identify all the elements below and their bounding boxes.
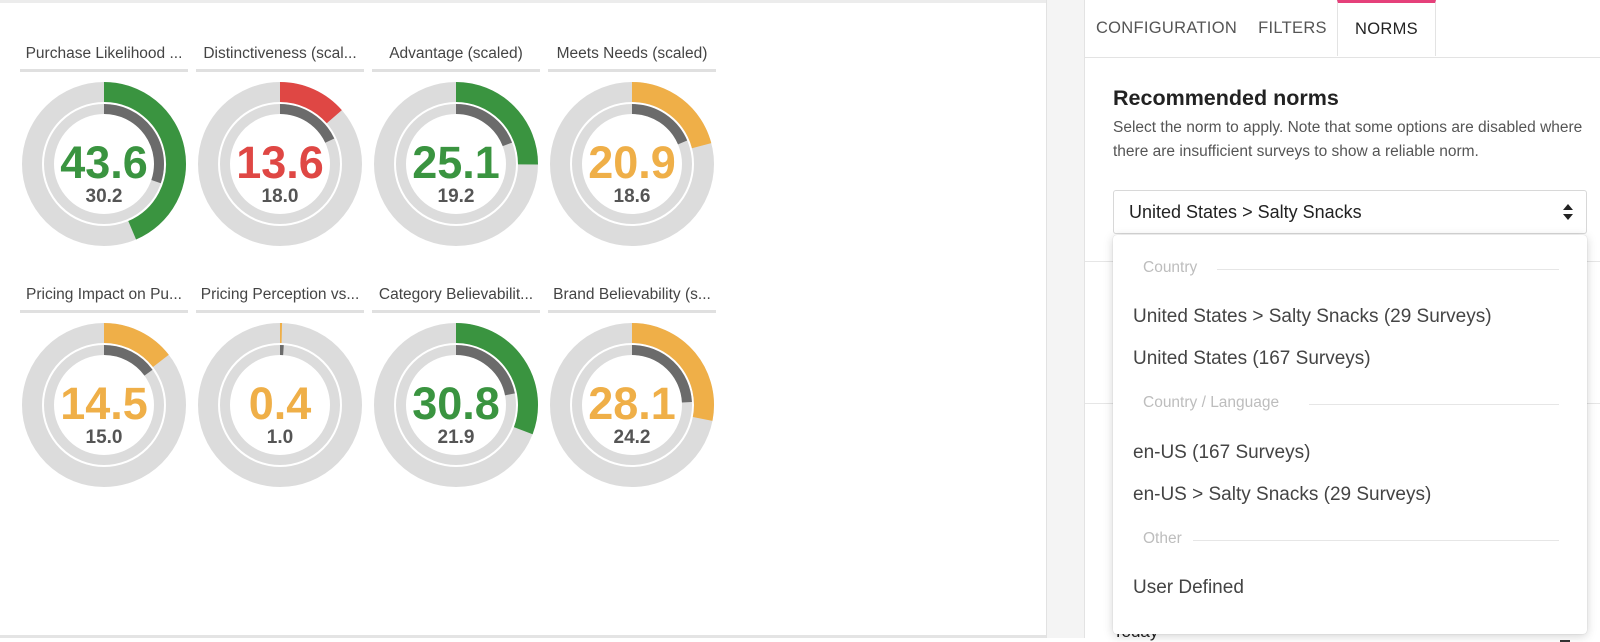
gauge-norm-value: 21.9 [438,427,475,448]
gauge-title: Meets Needs (scaled) [548,43,716,72]
tab-norms[interactable]: NORMS [1337,0,1436,56]
norms-dropdown-menu: Country United States > Salty Snacks (29… [1113,235,1587,634]
option-us[interactable]: United States (167 Surveys) [1133,348,1371,370]
donut-gauge: 30.821.9 [372,321,540,489]
donut-gauge: 13.618.0 [196,80,364,248]
gauge-norm-value: 18.0 [262,186,299,207]
option-us-salty-snacks[interactable]: United States > Salty Snacks (29 Surveys… [1133,306,1492,328]
gauge-title: Pricing Perception vs... [196,284,364,313]
gauge-norm-value: 18.6 [614,186,651,207]
norms-description: Select the norm to apply. Note that some… [1113,116,1583,163]
gauge-title: Brand Believability (s... [548,284,716,313]
donut-gauge: 20.918.6 [548,80,716,248]
gauge-value: 13.6 [236,137,324,188]
select-arrows-icon [1562,202,1574,222]
group-header-country: Country [1143,259,1197,277]
gauge-title: Category Believabilit... [372,284,540,313]
norms-select[interactable]: United States > Salty Snacks [1113,190,1587,234]
option-en-us[interactable]: en-US (167 Surveys) [1133,442,1310,464]
gauge-value: 30.8 [412,378,500,429]
tab-configuration[interactable]: CONFIGURATION [1085,0,1248,57]
gauge-value: 43.6 [60,137,148,188]
donut-gauge: 43.630.2 [20,80,188,248]
option-user-defined[interactable]: User Defined [1133,577,1244,599]
donut-gauge: 28.124.2 [548,321,716,489]
gauge-value: 20.9 [588,137,676,188]
panel-tabs: CONFIGURATION FILTERS NORMS [1085,0,1600,58]
donut-gauge: 14.515.0 [20,321,188,489]
gauge-norm-value: 30.2 [86,186,123,207]
gauge-title: Purchase Likelihood ... [20,43,188,72]
gauge-value: 25.1 [412,137,500,188]
group-divider [1193,540,1559,541]
gauge-title: Distinctiveness (scal... [196,43,364,72]
side-panel: CONFIGURATION FILTERS NORMS Recommended … [1084,0,1600,638]
gauge-norm-value: 1.0 [267,427,293,448]
gauge-title: Advantage (scaled) [372,43,540,72]
norms-title: Recommended norms [1113,86,1339,111]
gauge-value: 14.5 [60,378,148,429]
group-divider [1217,269,1559,270]
gauge-value: 28.1 [588,378,676,429]
tab-filters[interactable]: FILTERS [1248,0,1337,57]
group-header-other: Other [1143,530,1182,548]
donut-gauge: 25.119.2 [372,80,540,248]
group-divider [1309,404,1559,405]
gauge-norm-value: 15.0 [86,427,123,448]
option-en-us-salty-snacks[interactable]: en-US > Salty Snacks (29 Surveys) [1133,484,1431,506]
donut-gauge: 0.41.0 [196,321,364,489]
gauge-norm-value: 24.2 [614,427,651,448]
panel-gutter [1046,0,1084,638]
norms-select-value: United States > Salty Snacks [1129,202,1362,222]
gauge-value: 0.4 [249,378,312,429]
gauge-title: Pricing Impact on Pu... [20,284,188,313]
group-header-country-language: Country / Language [1143,394,1279,412]
gauge-norm-value: 19.2 [438,186,475,207]
